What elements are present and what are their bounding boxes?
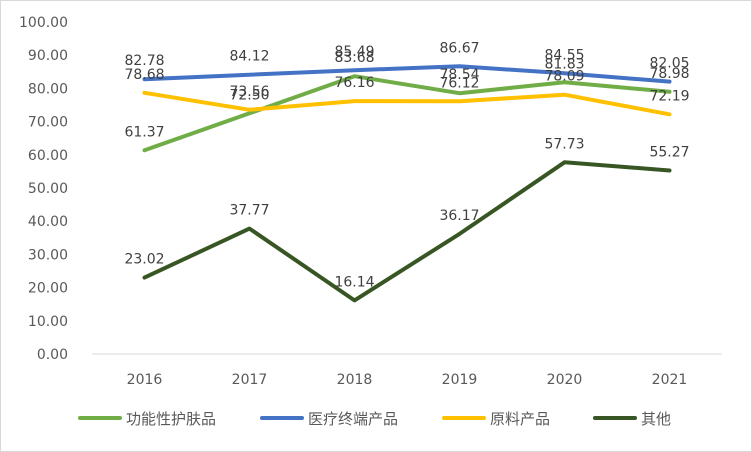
- legend-label: 其他: [641, 410, 671, 428]
- series-line-1: [142, 64, 672, 84]
- data-label: 82.05: [649, 56, 689, 72]
- x-tick-label: 2021: [652, 372, 688, 388]
- y-tick-label: 80.00: [28, 81, 68, 97]
- data-label: 23.02: [124, 252, 164, 268]
- x-tick-label: 2019: [442, 372, 478, 388]
- y-tick-label: 60.00: [28, 148, 68, 164]
- data-label: 76.16: [334, 75, 374, 91]
- y-tick-label: 50.00: [28, 181, 68, 197]
- data-label: 82.78: [124, 53, 164, 69]
- data-label: 72.50: [229, 87, 269, 103]
- data-label: 55.27: [649, 145, 689, 161]
- data-label: 61.37: [124, 124, 164, 140]
- data-label: 86.67: [439, 40, 479, 56]
- x-tick-label: 2018: [337, 372, 373, 388]
- x-tick-label: 2016: [127, 372, 163, 388]
- series-lines: [142, 64, 672, 303]
- data-label: 81.83: [544, 56, 584, 72]
- data-labels: 61.37 72.50 83.68 78.54 81.83 78.98 82.78 84.12…: [124, 40, 689, 290]
- series-line-3: [142, 160, 672, 303]
- data-label: 37.77: [229, 203, 269, 219]
- data-label: 78.09: [544, 69, 584, 85]
- data-label: 72.19: [649, 88, 689, 104]
- data-label: 84.55: [544, 47, 584, 63]
- data-label: 78.54: [439, 67, 479, 83]
- y-tick-label: 100.00: [19, 15, 68, 31]
- x-axis: 2016 2017 2018 2019 2020 2021: [127, 372, 688, 388]
- y-axis: 0.00 10.00 20.00 30.00 40.00 50.00 60.00 70.00 8…: [19, 15, 68, 363]
- y-tick-label: 10.00: [28, 314, 68, 330]
- data-label: 36.17: [439, 208, 479, 224]
- y-tick-label: 30.00: [28, 247, 68, 263]
- x-tick-label: 2017: [232, 372, 268, 388]
- y-tick-label: 70.00: [28, 115, 68, 131]
- data-label: 85.49: [334, 44, 374, 60]
- y-tick-label: 40.00: [28, 214, 68, 230]
- data-label: 78.98: [649, 66, 689, 82]
- data-label: 83.68: [334, 50, 374, 66]
- series-line-2: [142, 90, 672, 117]
- series-line-0: [142, 74, 672, 153]
- legend-label: 医疗终端产品: [308, 410, 398, 428]
- data-label: 57.73: [544, 136, 584, 152]
- x-tick-label: 2020: [547, 372, 583, 388]
- data-label: 76.12: [439, 75, 479, 91]
- data-label: 16.14: [334, 274, 374, 290]
- legend-label: 功能性护肤品: [126, 410, 216, 428]
- data-label: 78.68: [124, 67, 164, 83]
- legend-label: 原料产品: [490, 410, 550, 428]
- legend: 功能性护肤品 医疗终端产品 原料产品 其他: [78, 410, 671, 428]
- y-tick-label: 0.00: [37, 347, 68, 363]
- y-tick-label: 20.00: [28, 281, 68, 297]
- data-label: 73.56: [229, 84, 269, 100]
- y-tick-label: 90.00: [28, 48, 68, 64]
- data-label: 84.12: [229, 49, 269, 65]
